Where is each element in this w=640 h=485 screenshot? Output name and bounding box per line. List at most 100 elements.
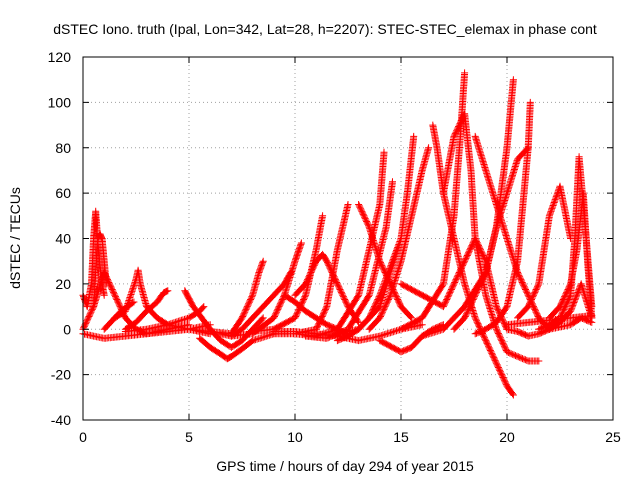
data-point	[548, 328, 551, 331]
data-point	[506, 305, 508, 308]
data-point	[300, 242, 303, 244]
data-point	[192, 305, 195, 308]
data-point	[347, 335, 349, 337]
data-point	[506, 237, 508, 240]
data-point	[103, 271, 105, 274]
data-point	[251, 330, 254, 333]
data-point	[133, 301, 135, 303]
data-point	[576, 249, 578, 251]
data-point	[294, 301, 296, 303]
data-point	[385, 226, 387, 228]
data-point	[442, 328, 445, 331]
data-point	[357, 203, 360, 206]
data-point	[580, 283, 582, 285]
data-point	[103, 337, 105, 340]
data-point	[474, 332, 477, 335]
data-point	[304, 310, 307, 312]
x-tick-label: 5	[185, 429, 193, 445]
data-point	[453, 283, 455, 285]
data-point	[527, 360, 529, 362]
data-point	[226, 357, 228, 360]
data-point	[321, 253, 324, 256]
data-point	[357, 294, 360, 297]
data-point	[135, 321, 137, 324]
data-point	[527, 294, 529, 297]
data-point	[529, 101, 532, 104]
data-point	[527, 146, 529, 149]
data-point	[336, 332, 339, 335]
data-point	[315, 328, 318, 331]
x-tick-label: 15	[393, 429, 409, 445]
data-point	[167, 330, 169, 333]
data-point	[485, 294, 487, 297]
data-point	[506, 323, 508, 326]
data-point	[463, 317, 466, 319]
data-point	[258, 271, 260, 274]
data-point	[495, 226, 498, 228]
data-point	[126, 305, 129, 308]
data-point	[198, 310, 201, 312]
data-point	[209, 346, 211, 349]
data-point	[283, 294, 286, 297]
data-series	[79, 69, 596, 399]
data-point	[326, 337, 328, 340]
data-point	[198, 337, 201, 340]
x-tick-label: 20	[499, 429, 515, 445]
data-series-track	[121, 303, 208, 335]
data-point	[241, 328, 243, 331]
data-point	[326, 260, 328, 262]
data-series-track	[471, 98, 534, 338]
data-point	[294, 332, 296, 335]
data-point	[442, 283, 445, 285]
data-point	[400, 351, 402, 353]
data-point	[315, 249, 318, 251]
data-point	[315, 260, 318, 262]
data-point	[200, 317, 203, 319]
data-point	[188, 323, 190, 326]
x-tick-label: 25	[605, 429, 621, 445]
data-point	[485, 328, 487, 331]
data-point	[453, 328, 455, 331]
data-point	[304, 294, 307, 297]
data-point	[406, 192, 409, 194]
data-point	[94, 210, 97, 213]
data-point	[103, 260, 105, 262]
data-point	[220, 339, 222, 342]
data-point	[379, 305, 381, 308]
data-point	[357, 328, 360, 331]
data-point	[421, 294, 424, 297]
data-point	[124, 317, 127, 319]
data-point	[326, 305, 328, 308]
data-point	[538, 360, 540, 362]
data-point	[485, 339, 487, 342]
data-point	[569, 317, 572, 319]
data-point	[495, 305, 498, 308]
data-point	[167, 289, 169, 292]
data-point	[442, 305, 445, 308]
data-point	[135, 278, 137, 281]
data-point	[321, 215, 324, 217]
data-point	[569, 323, 572, 326]
data-point	[220, 353, 222, 356]
data-series-track	[365, 144, 433, 333]
data-point	[336, 328, 339, 331]
data-point	[548, 323, 551, 326]
data-point	[538, 328, 540, 331]
data-point	[506, 146, 508, 149]
data-point	[347, 203, 349, 206]
data-point	[459, 135, 462, 138]
data-point	[527, 321, 529, 324]
data-point	[421, 317, 424, 319]
data-point	[516, 330, 519, 333]
data-point	[527, 305, 529, 308]
data-point	[336, 249, 339, 251]
data-point	[548, 215, 551, 217]
data-point	[512, 394, 515, 396]
data-point	[139, 283, 142, 285]
data-point	[94, 271, 97, 274]
data-point	[230, 355, 233, 358]
data-point	[162, 292, 165, 294]
data-point	[538, 283, 540, 285]
